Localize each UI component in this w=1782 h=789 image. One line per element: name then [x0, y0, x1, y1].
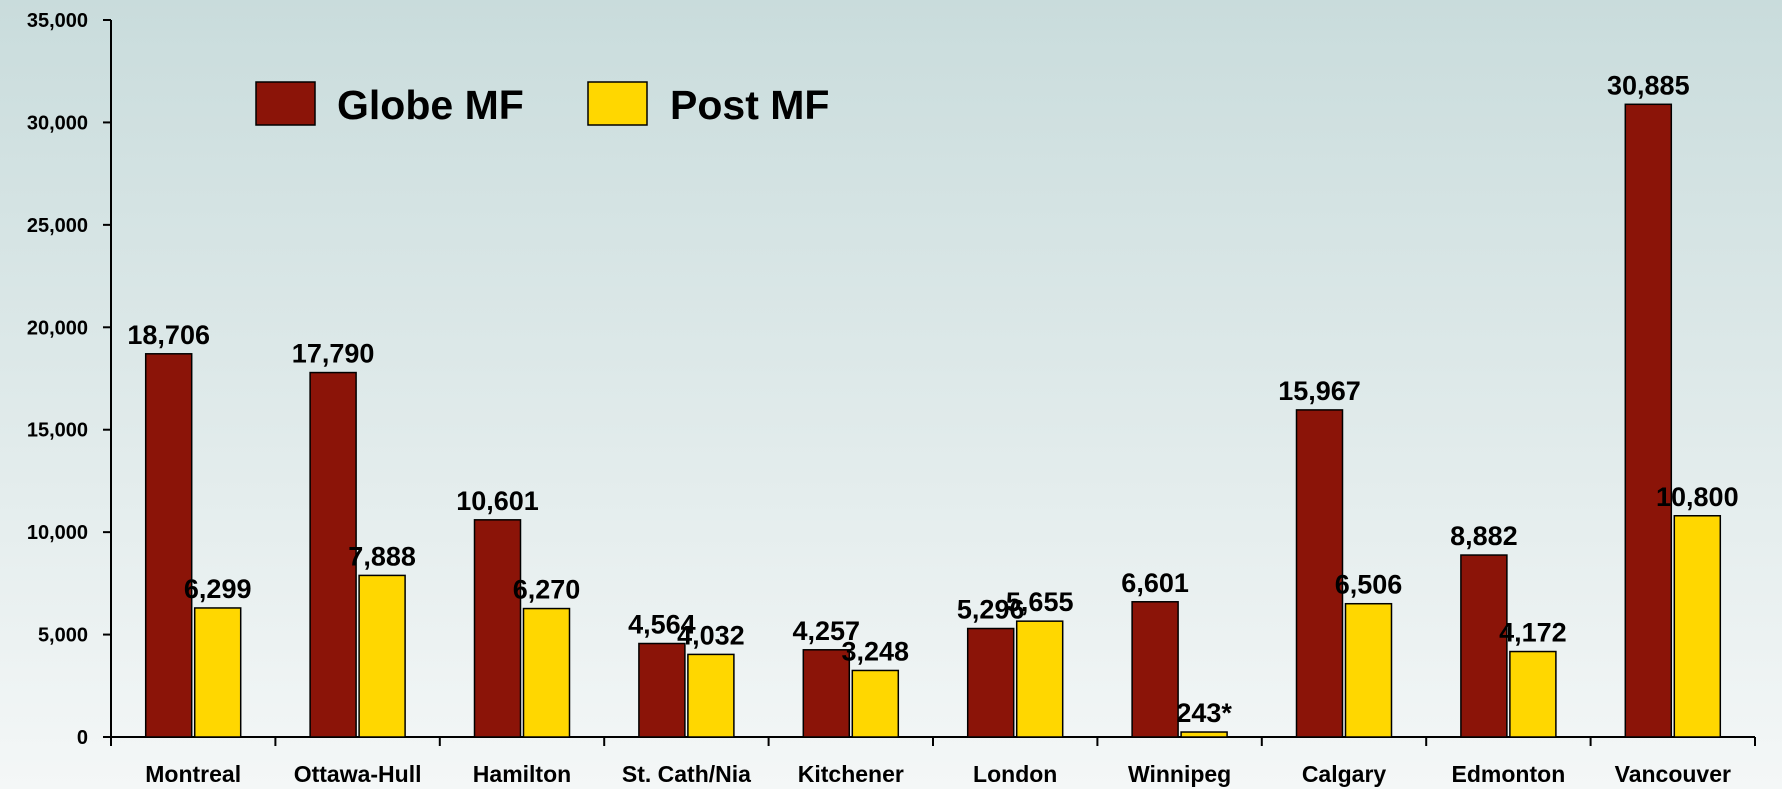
x-tick-label: Winnipeg — [1128, 761, 1231, 787]
bar-globe-mf — [309, 371, 357, 738]
data-label: 7,888 — [348, 541, 416, 571]
bar-globe-mf — [1295, 409, 1344, 738]
data-label: 10,800 — [1656, 482, 1739, 512]
y-tick-label: 25,000 — [27, 215, 88, 237]
y-tick-label: 10,000 — [27, 522, 88, 544]
legend: Globe MF Post MF — [255, 81, 829, 128]
bar-globe-mf — [473, 519, 522, 738]
legend-swatch — [255, 81, 316, 126]
bar-post-mf — [1509, 650, 1557, 738]
bar-post-mf — [1015, 620, 1064, 738]
data-label: 6,270 — [513, 575, 581, 605]
x-tick-label: Calgary — [1302, 761, 1387, 787]
x-tick-label: Vancouver — [1615, 761, 1731, 787]
data-label: 3,248 — [842, 636, 910, 666]
bar-globe-mf — [1131, 601, 1179, 738]
y-tick-label: 15,000 — [27, 420, 88, 442]
bars — [144, 103, 1722, 738]
data-label: 4,257 — [793, 616, 861, 646]
x-tick-label: Ottawa-Hull — [294, 761, 422, 787]
legend-label: Post MF — [670, 82, 829, 128]
bar-globe-mf — [638, 642, 686, 738]
bar-post-mf — [193, 607, 242, 738]
bar-globe-mf — [144, 353, 193, 738]
data-label: 17,790 — [292, 339, 375, 369]
data-label: 30,885 — [1607, 70, 1690, 100]
data-label: 4,172 — [1499, 618, 1567, 648]
data-label: 5,655 — [1006, 587, 1074, 617]
data-label: 243* — [1176, 698, 1232, 728]
bar-post-mf — [1673, 515, 1722, 738]
x-tick-label: Edmonton — [1452, 761, 1566, 787]
data-label: 6,601 — [1121, 568, 1189, 598]
data-label: 4,564 — [628, 610, 696, 640]
bar-post-mf — [358, 574, 406, 738]
bar-post-mf — [851, 669, 900, 738]
axes: 0 5,000 10,000 15,000 20,000 25,000 30,000 35,0… — [27, 10, 1756, 787]
data-label: 4,032 — [677, 620, 745, 650]
bar-globe-mf — [1460, 554, 1508, 738]
y-tick-label: 35,000 — [27, 10, 88, 32]
bar-post-mf — [687, 653, 735, 738]
data-label: 10,601 — [456, 486, 539, 516]
data-label: 6,506 — [1335, 570, 1403, 600]
data-labels: 18,7066,29917,7907,88810,6016,2704,5644,… — [127, 70, 1738, 728]
bar-post-mf — [1344, 602, 1393, 738]
bar-post-mf — [1180, 731, 1228, 738]
y-tick-label: 20,000 — [27, 317, 88, 339]
y-tick-label: 30,000 — [27, 112, 88, 134]
x-tick-label: Hamilton — [473, 761, 571, 787]
bar-post-mf — [522, 607, 571, 738]
x-tick-label: St. Cath/Nia — [622, 761, 751, 787]
x-tick-label: Kitchener — [798, 761, 904, 787]
bar-globe-mf — [1624, 103, 1673, 738]
x-tick-label: London — [973, 761, 1057, 787]
data-label: 18,706 — [127, 320, 210, 350]
data-label: 6,299 — [184, 574, 252, 604]
data-label: 5,296 — [957, 595, 1025, 625]
bar-globe-mf — [802, 649, 851, 738]
y-tick-label: 5,000 — [38, 625, 88, 647]
data-label: 8,882 — [1450, 521, 1518, 551]
y-tick-label: 0 — [77, 727, 88, 749]
data-label: 15,967 — [1278, 376, 1361, 406]
legend-swatch — [587, 81, 648, 126]
bar-globe-mf — [966, 627, 1015, 738]
x-tick-label: Montreal — [145, 761, 241, 787]
legend-label: Globe MF — [337, 82, 524, 128]
